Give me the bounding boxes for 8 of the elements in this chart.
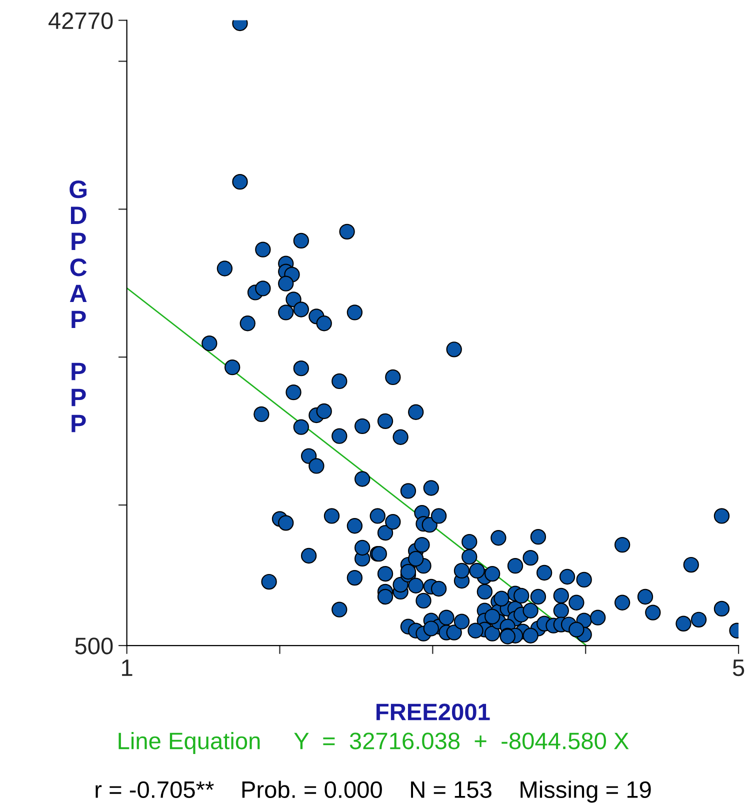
y-tick-label: 42770 <box>48 12 113 30</box>
x-axis-title: FREE2001 <box>376 704 490 720</box>
text: r = -0.705** Prob. = 0.000 N = 153 Missing = 19 <box>96 780 651 803</box>
text: GDPCAP PPP <box>70 180 87 432</box>
x-tick-label: 5 <box>732 660 744 676</box>
x-tick-label: 1 <box>122 660 132 676</box>
y-tick-label: 500 <box>75 638 113 654</box>
text: Line Equation Y = 32716.038 + -8044.580 X <box>118 732 629 754</box>
